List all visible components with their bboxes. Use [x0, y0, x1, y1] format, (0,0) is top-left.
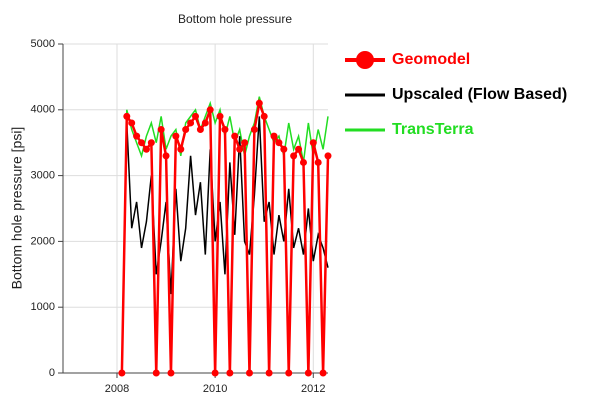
y-axis-label: Bottom hole pressure [psi]	[9, 127, 25, 290]
series-marker	[147, 139, 155, 147]
series-marker	[118, 369, 126, 377]
series-marker	[128, 119, 136, 127]
y-tick-label: 4000	[31, 104, 55, 116]
legend-label: TransTerra	[392, 121, 474, 138]
legend-marker	[356, 51, 374, 69]
series-marker	[299, 158, 307, 166]
series-marker	[304, 369, 312, 377]
series-marker	[290, 152, 298, 160]
series-marker	[172, 132, 180, 140]
x-tick-label: 2010	[203, 383, 227, 395]
series-marker	[182, 126, 190, 134]
series-marker	[270, 132, 278, 140]
series-marker	[123, 112, 131, 120]
y-tick-label: 1000	[31, 301, 55, 313]
series-marker	[133, 132, 141, 140]
series-marker	[206, 106, 214, 114]
y-tick-label: 0	[49, 367, 55, 379]
series-marker	[231, 132, 239, 140]
series-marker	[265, 369, 273, 377]
series-marker	[157, 126, 165, 134]
y-tick-label: 2000	[31, 235, 55, 247]
series-marker	[211, 369, 219, 377]
series-marker	[255, 99, 263, 107]
series-line	[121, 116, 329, 374]
series-marker	[221, 126, 229, 134]
series-marker	[138, 139, 146, 147]
series-marker	[162, 152, 170, 160]
series-marker	[142, 145, 150, 153]
y-tick-label: 5000	[31, 38, 55, 50]
series-marker	[319, 369, 327, 377]
legend-label: Geomodel	[392, 51, 470, 68]
series-marker	[275, 139, 283, 147]
y-tick-label: 3000	[31, 170, 55, 182]
series-marker	[260, 112, 268, 120]
legend-label: Upscaled (Flow Based)	[392, 86, 567, 103]
series-marker	[314, 158, 322, 166]
series-marker	[295, 145, 303, 153]
series-marker	[196, 126, 204, 134]
series-marker	[280, 145, 288, 153]
series-marker	[324, 152, 332, 160]
series-marker	[309, 139, 317, 147]
x-tick-label: 2012	[301, 383, 325, 395]
series-marker	[250, 126, 258, 134]
series-marker	[167, 369, 175, 377]
series-marker	[285, 369, 293, 377]
x-tick-label: 2008	[105, 383, 129, 395]
series-marker	[192, 112, 199, 120]
series-marker	[226, 369, 234, 377]
series-marker	[177, 145, 185, 153]
series-marker	[152, 369, 160, 377]
series-marker	[187, 119, 195, 127]
series-marker	[201, 119, 209, 127]
series-marker	[216, 112, 224, 120]
chart-title: Bottom hole pressure	[178, 12, 292, 26]
series-marker	[236, 145, 244, 153]
series-marker	[245, 369, 253, 377]
series-marker	[241, 139, 249, 147]
